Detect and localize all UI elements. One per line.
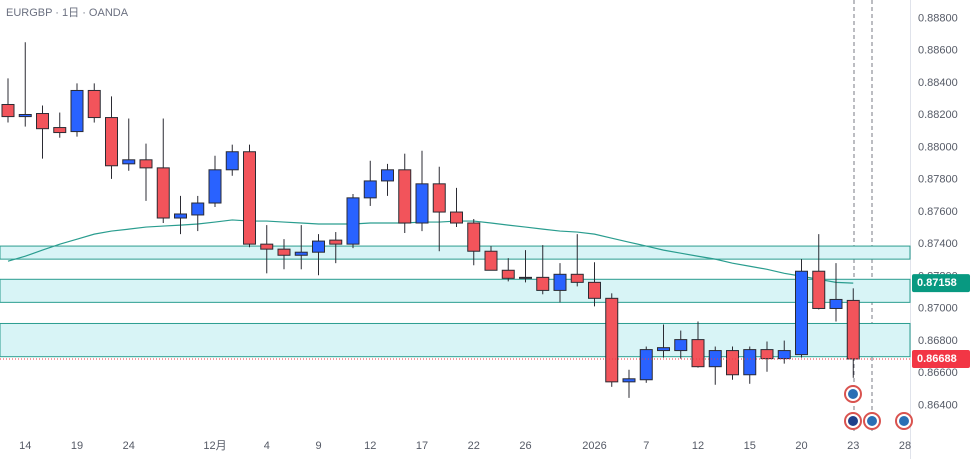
candle-body — [312, 240, 325, 253]
candle-body — [381, 169, 394, 182]
candle-body — [174, 213, 187, 219]
y-tick-label: 0.88600 — [918, 45, 958, 57]
candle-body — [536, 276, 550, 291]
candle-body — [87, 89, 101, 119]
y-tick-label: 0.86800 — [918, 335, 958, 347]
candle-body — [605, 297, 619, 383]
candle-body — [777, 350, 791, 360]
price-label: 0.86688 — [917, 353, 957, 365]
y-tick-label: 0.86600 — [918, 367, 958, 379]
candle-body — [277, 248, 291, 256]
x-tick-label: 12 — [692, 440, 704, 452]
candle-body — [846, 299, 860, 360]
x-tick-label: 4 — [264, 440, 270, 452]
event-icon-inner — [848, 416, 858, 426]
candle-body — [657, 347, 670, 352]
candle-body — [467, 222, 481, 252]
candle-body — [760, 349, 774, 360]
x-tick-label: 2026 — [582, 440, 606, 452]
x-tick-label: 12 — [364, 440, 376, 452]
candle-body — [191, 202, 205, 216]
candle-body — [691, 339, 705, 368]
candle-body — [398, 169, 412, 224]
candle-body — [415, 183, 429, 224]
candle-body — [18, 113, 32, 118]
candle-body — [795, 270, 808, 356]
event-icon-inner — [867, 416, 877, 426]
candle-body — [122, 159, 136, 165]
candle-body — [726, 350, 739, 376]
candle-body — [829, 298, 843, 309]
x-tick-label: 7 — [643, 440, 649, 452]
y-tick-label: 0.88000 — [918, 141, 958, 153]
x-tick-label: 19 — [71, 440, 83, 452]
x-tick-label: 23 — [847, 440, 859, 452]
moving-average — [7, 219, 854, 284]
chart-title: EURGBP · 1日 · OANDA — [6, 7, 129, 19]
x-tick-label: 26 — [519, 440, 531, 452]
candle-body — [156, 167, 170, 219]
candle-body — [674, 339, 688, 352]
candle-body — [588, 281, 601, 299]
price-label: 0.87158 — [917, 277, 957, 289]
x-tick-label: 24 — [123, 440, 135, 452]
candle-body — [484, 250, 498, 271]
price-label-box — [912, 274, 970, 293]
x-tick-label: 14 — [19, 440, 31, 452]
price-label-box — [912, 349, 970, 368]
candle-body — [743, 349, 757, 376]
candle-body — [139, 159, 153, 169]
x-tick-label: 22 — [468, 440, 480, 452]
x-tick-label: 9 — [315, 440, 321, 452]
candle-body — [501, 269, 515, 279]
candle-body — [812, 270, 826, 309]
candle-body — [432, 183, 446, 213]
candle-body — [53, 127, 67, 134]
y-tick-label: 0.86400 — [918, 399, 958, 411]
x-tick-label: 12月 — [203, 440, 226, 452]
event-icons — [844, 385, 913, 430]
candle-body — [519, 276, 532, 279]
candle-body — [450, 211, 463, 224]
candle-body — [208, 169, 222, 204]
candle-body — [294, 251, 308, 256]
candle-body — [570, 273, 584, 283]
y-tick-label: 0.87400 — [918, 238, 958, 250]
candle-body — [243, 151, 256, 245]
event-icon-inner — [848, 389, 858, 399]
event-icon-inner — [899, 416, 909, 426]
y-tick-label: 0.88400 — [918, 77, 958, 89]
support-zone — [0, 322, 911, 358]
y-tick-label: 0.87800 — [918, 174, 958, 186]
candle-body — [553, 273, 567, 291]
candle-body — [36, 113, 49, 130]
x-tick-label: 15 — [744, 440, 756, 452]
candle-body — [260, 243, 274, 250]
candle-body — [639, 349, 653, 381]
y-tick-label: 0.87600 — [918, 206, 958, 218]
candle-body — [1, 103, 15, 118]
candle-body — [70, 89, 84, 133]
y-tick-label: 0.88200 — [918, 109, 958, 121]
y-tick-label: 0.87000 — [918, 303, 958, 315]
candle-body — [105, 117, 118, 167]
candle-body — [225, 151, 239, 171]
support-zone — [0, 278, 911, 303]
plot-area — [0, 42, 911, 398]
candle-body — [346, 197, 360, 245]
x-tick-label: 17 — [416, 440, 428, 452]
candle-body — [329, 239, 343, 245]
x-tick-label: 20 — [795, 440, 807, 452]
y-tick-label: 0.88800 — [918, 12, 958, 24]
candle-body — [622, 378, 636, 383]
support-zone — [0, 245, 911, 260]
x-tick-label: 28 — [899, 440, 911, 452]
candle-body — [708, 350, 722, 368]
candle-body — [363, 180, 377, 199]
